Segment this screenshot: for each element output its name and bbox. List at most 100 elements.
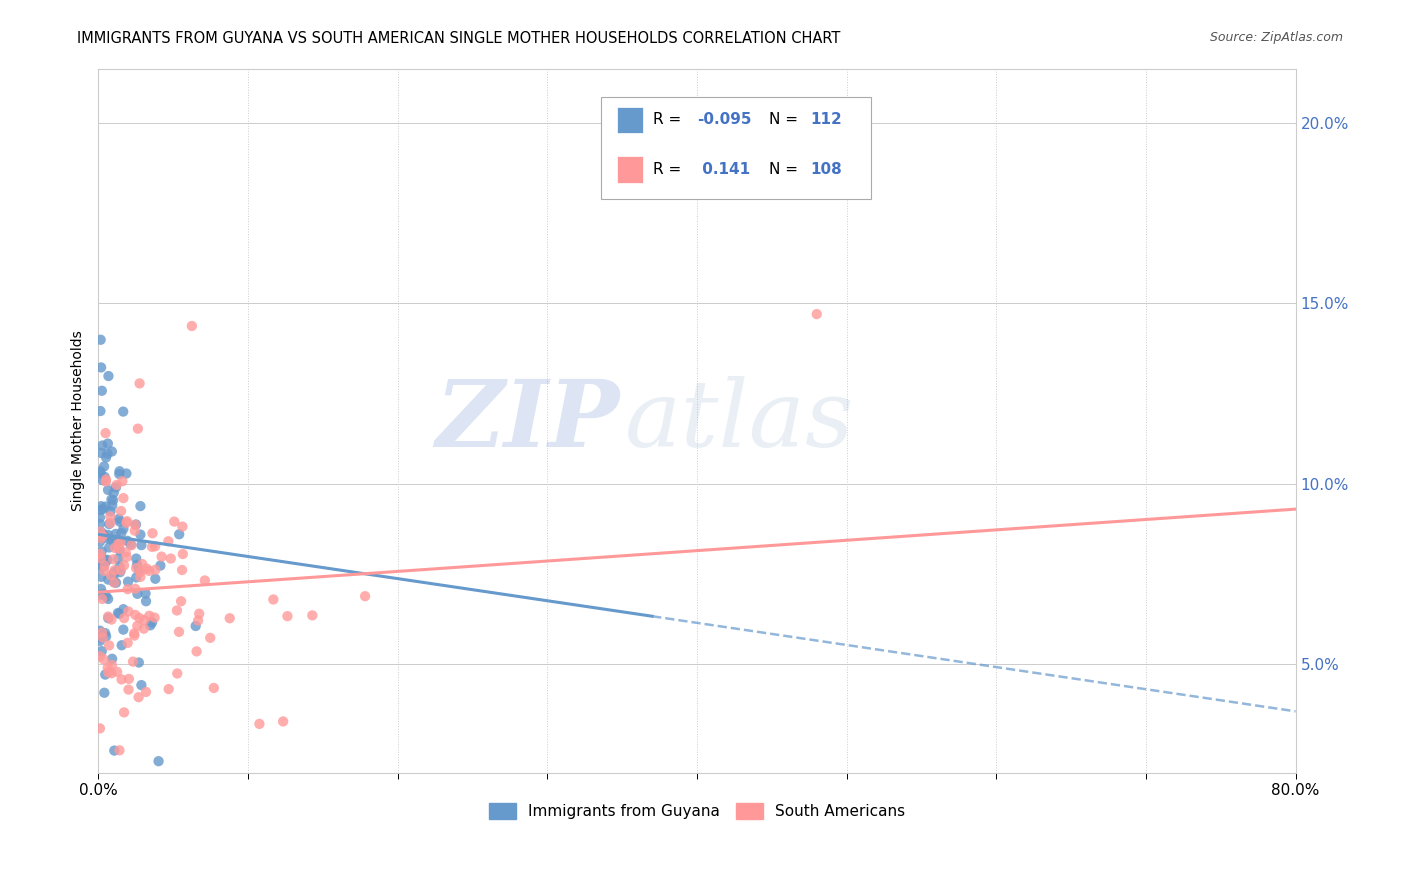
- Point: [202, 681, 225, 695]
- Point: [125, 517, 148, 532]
- Point: [135, 561, 157, 575]
- Point: [167, 527, 190, 541]
- Point: [124, 582, 146, 596]
- Point: [90, 360, 112, 375]
- Point: [91, 631, 114, 645]
- Point: [131, 538, 153, 552]
- Point: [111, 638, 134, 652]
- Point: [108, 743, 131, 757]
- Point: [141, 526, 163, 541]
- Text: ZIP: ZIP: [434, 376, 619, 466]
- Point: [121, 538, 143, 552]
- Point: [93, 587, 115, 601]
- Point: [112, 558, 135, 573]
- Point: [159, 551, 181, 566]
- Point: [143, 539, 166, 553]
- Point: [108, 559, 131, 574]
- Point: [105, 665, 128, 679]
- Point: [117, 533, 139, 548]
- Point: [111, 475, 134, 489]
- Text: R =: R =: [652, 112, 681, 128]
- Point: [108, 541, 131, 556]
- Point: [91, 502, 114, 516]
- Text: N =: N =: [769, 161, 797, 177]
- Point: [100, 504, 122, 518]
- Point: [89, 547, 111, 561]
- Point: [129, 565, 152, 579]
- Point: [98, 639, 121, 653]
- Point: [89, 516, 111, 531]
- Point: [90, 582, 112, 596]
- Point: [120, 537, 142, 551]
- Point: [127, 619, 149, 633]
- Point: [262, 592, 284, 607]
- Point: [128, 563, 150, 577]
- Point: [108, 565, 131, 579]
- Point: [97, 528, 120, 542]
- Point: [89, 560, 111, 574]
- Point: [141, 615, 163, 630]
- Point: [97, 611, 120, 625]
- Point: [112, 522, 135, 536]
- Point: [107, 536, 129, 550]
- Point: [97, 573, 120, 587]
- Point: [108, 543, 131, 558]
- Point: [131, 678, 153, 692]
- Point: [172, 547, 194, 561]
- Point: [163, 515, 186, 529]
- Point: [97, 369, 120, 384]
- FancyBboxPatch shape: [617, 156, 643, 183]
- Point: [117, 605, 139, 619]
- Point: [93, 552, 115, 566]
- Point: [194, 574, 217, 588]
- Point: [97, 661, 120, 675]
- Point: [90, 644, 112, 658]
- Point: [90, 333, 112, 347]
- Point: [122, 626, 145, 640]
- Point: [90, 446, 112, 460]
- Point: [100, 492, 122, 507]
- Text: IMMIGRANTS FROM GUYANA VS SOUTH AMERICAN SINGLE MOTHER HOUSEHOLDS CORRELATION CH: IMMIGRANTS FROM GUYANA VS SOUTH AMERICAN…: [77, 31, 841, 46]
- FancyBboxPatch shape: [602, 96, 870, 199]
- Point: [115, 549, 138, 564]
- Point: [107, 537, 129, 551]
- Point: [124, 629, 146, 643]
- Point: [108, 467, 131, 481]
- Text: atlas: atlas: [626, 376, 855, 466]
- Point: [89, 554, 111, 568]
- Point: [94, 450, 117, 465]
- Point: [128, 611, 150, 625]
- Point: [105, 478, 128, 492]
- Point: [112, 602, 135, 616]
- Point: [94, 475, 117, 489]
- FancyBboxPatch shape: [617, 106, 643, 133]
- Point: [218, 611, 240, 625]
- Point: [107, 606, 129, 620]
- Point: [112, 623, 135, 637]
- Point: [97, 532, 120, 546]
- Point: [184, 619, 207, 633]
- Point: [103, 574, 125, 589]
- Point: [89, 649, 111, 664]
- Point: [90, 499, 112, 513]
- Point: [89, 634, 111, 648]
- Point: [166, 603, 188, 617]
- Point: [98, 541, 121, 555]
- Point: [101, 533, 124, 547]
- Point: [354, 589, 377, 603]
- Point: [110, 673, 132, 687]
- Point: [149, 558, 172, 573]
- Point: [276, 609, 298, 624]
- Point: [94, 626, 117, 640]
- Point: [89, 534, 111, 549]
- Point: [103, 485, 125, 500]
- Point: [135, 586, 157, 600]
- Point: [104, 480, 127, 494]
- Point: [127, 422, 149, 436]
- Point: [806, 307, 828, 321]
- Point: [125, 558, 148, 572]
- Point: [101, 499, 124, 513]
- Point: [97, 591, 120, 606]
- Point: [129, 527, 152, 541]
- Point: [117, 636, 139, 650]
